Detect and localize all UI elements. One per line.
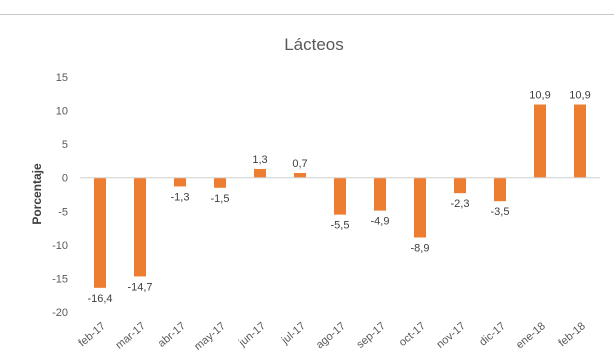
y-axis-label: Porcentaje (30, 163, 44, 225)
y-axis-ticks: 15 10 5 0 -5 -10 -15 -20 (52, 72, 68, 319)
x-tick-label: feb-17 (76, 320, 108, 349)
x-tick-label: mar-17 (114, 320, 148, 352)
bar (254, 168, 266, 178)
bar (414, 177, 426, 238)
y-tick-label: -5 (58, 206, 68, 218)
x-axis-ticks: feb-17 mar-17 abr-17 may-17 jun-17 jul-17 ago-… (76, 320, 588, 353)
bar (94, 177, 106, 288)
x-tick-label: jul-17 (279, 320, 308, 347)
data-label: -2,3 (451, 198, 470, 210)
data-label: -14,7 (127, 281, 152, 293)
bar (534, 104, 546, 178)
bar (334, 177, 346, 215)
data-label: -1,3 (171, 191, 190, 203)
data-label: -1,5 (211, 193, 230, 205)
y-tick-label: 10 (56, 106, 68, 118)
chart-title: Lácteos (284, 35, 344, 54)
bar (134, 177, 146, 277)
data-label: -3,5 (491, 206, 510, 218)
bar (174, 177, 186, 187)
x-tick-label: feb-18 (556, 320, 588, 349)
x-tick-label: sep-17 (354, 320, 387, 351)
x-tick-label: dic-17 (477, 320, 508, 348)
x-tick-label: nov-17 (434, 320, 467, 351)
data-label: -16,4 (87, 293, 112, 305)
x-tick-label: abr-17 (156, 320, 188, 350)
bar (374, 177, 386, 211)
bar (294, 173, 306, 178)
x-tick-label: oct-17 (397, 320, 428, 349)
bar (494, 177, 506, 202)
y-tick-label: -20 (52, 307, 68, 319)
data-label: 10,9 (529, 90, 550, 102)
data-label: 1,3 (252, 154, 267, 166)
data-label: 0,7 (292, 158, 307, 170)
bar-series (94, 104, 586, 288)
bar (454, 177, 466, 194)
data-label: 10,9 (569, 90, 590, 102)
data-label: -5,5 (331, 220, 350, 232)
y-tick-label: 0 (62, 173, 68, 185)
bar (574, 104, 586, 178)
data-label: -8,9 (411, 242, 430, 254)
x-tick-label: ene-18 (514, 320, 548, 351)
bar (214, 177, 226, 188)
y-tick-label: -15 (52, 273, 68, 285)
x-tick-label: jun-17 (236, 320, 268, 349)
x-tick-label: may-17 (192, 320, 228, 353)
data-label: -4,9 (371, 216, 390, 228)
top-divider (0, 14, 614, 15)
y-tick-label: 5 (62, 139, 68, 151)
y-tick-label: -10 (52, 240, 68, 252)
x-tick-label: ago-17 (314, 320, 348, 351)
y-tick-label: 15 (56, 72, 68, 84)
data-labels: -16,4 -14,7 -1,3 -1,5 1,3 0,7 -5,5 -4,9 -8,9 -2,3… (87, 90, 590, 305)
